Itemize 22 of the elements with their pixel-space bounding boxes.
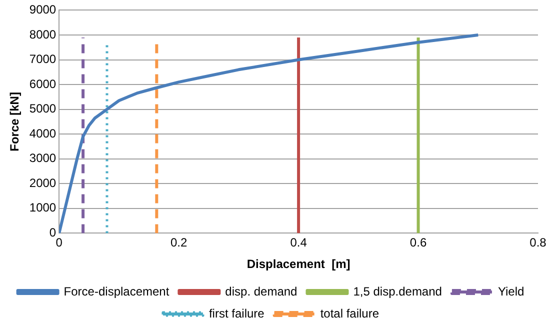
legend-label: first failure: [208, 306, 265, 320]
y-tick-label: 8000: [29, 27, 56, 42]
x-tick-label: 0.6: [410, 236, 427, 250]
x-tick-label: 0.2: [170, 236, 188, 250]
y-tick-label: 7000: [29, 52, 56, 66]
y-tick-label: 0: [49, 226, 56, 240]
y-tick-label: 4000: [29, 126, 56, 140]
y-tick-label: 9000: [29, 2, 56, 17]
y-tick-label: 6000: [29, 76, 56, 91]
legend-label: Force-displacement: [64, 284, 170, 298]
legend-label: total failure: [320, 306, 380, 320]
x-tick-label: 0.4: [290, 236, 308, 250]
legend-label: 1,5 disp.demand: [353, 284, 442, 298]
legend-label: disp. demand: [225, 284, 298, 298]
y-axis-title: Force [kN]: [8, 92, 22, 152]
x-tick-label: 0.8: [530, 236, 547, 250]
legend-label: Yield: [498, 284, 524, 298]
y-tick-label: 5000: [29, 102, 56, 116]
y-tick-label: 3000: [29, 151, 56, 166]
y-tick-label: 1000: [29, 200, 56, 215]
x-axis-title: Displacement [m]: [246, 257, 350, 272]
y-tick-label: 2000: [29, 176, 56, 190]
